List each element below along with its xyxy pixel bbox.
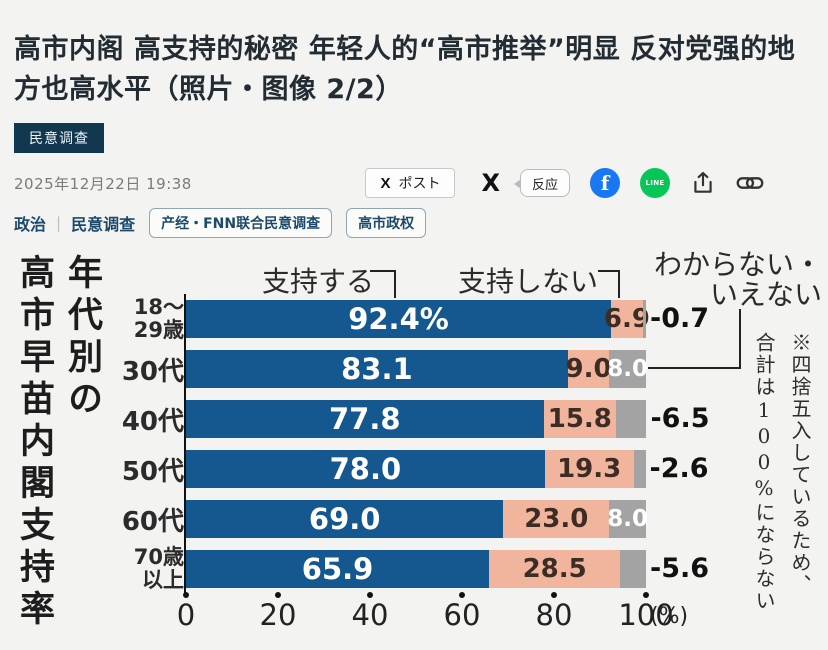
line-share-button[interactable]: LINE bbox=[640, 168, 670, 198]
bar-segment-dontknow bbox=[616, 400, 646, 438]
dontknow-outside-label: -6.5 bbox=[650, 403, 710, 434]
x-axis-tick-label: 0 bbox=[176, 598, 196, 632]
chart-title-col2: 高市早苗内閣支持率 bbox=[14, 254, 54, 632]
bar-segment-oppose: 28.5 bbox=[489, 550, 621, 588]
legend-support-connector bbox=[370, 270, 396, 298]
tag-pill-sankei-fnn-poll[interactable]: 产经・FNN联合民意调查 bbox=[149, 208, 333, 238]
bar-value-label: 9.0 bbox=[565, 354, 612, 384]
age-category-label: 60代 bbox=[121, 506, 184, 537]
bar-value-label: 28.5 bbox=[522, 554, 587, 584]
legend-dontknow: わからない・いえない bbox=[653, 248, 822, 311]
x-axis-tick-dot bbox=[367, 592, 373, 598]
bar-segment-oppose: 15.8 bbox=[543, 400, 617, 438]
bar-value-label: 6.9 bbox=[603, 304, 650, 334]
bar-segment-dontknow bbox=[642, 300, 646, 338]
x-post-button[interactable]: X ポスト bbox=[365, 168, 456, 198]
x-icon: X bbox=[380, 174, 391, 192]
bar-row: 78.0 19.3 bbox=[186, 450, 646, 488]
x-axis-tick-label: 80 bbox=[535, 598, 573, 632]
bar-value-label: 78.0 bbox=[329, 452, 402, 486]
bar-segment-support: 65.9 bbox=[186, 550, 490, 588]
x-axis-tick-dot bbox=[459, 592, 465, 598]
article-title: 高市内阁 高支持的秘密 年轻人的“高市推举”明显 反对党强的地方也高水平（照片・… bbox=[14, 34, 796, 105]
bar-value-label: 83.1 bbox=[341, 352, 413, 386]
x-post-label: ポスト bbox=[398, 175, 441, 191]
bar-segment-support: 83.1 bbox=[186, 350, 568, 388]
react-button[interactable]: 反应 bbox=[513, 169, 570, 197]
tags-row: 政治 | 民意调查 产经・FNN联合民意调查 高市政权 bbox=[14, 208, 427, 238]
approval-chart: 年代別の 高市早苗内閣支持率 支持する 支持しない わからない・いえない (%)… bbox=[0, 248, 828, 650]
bar-row: 83.1 9.0 8.0 bbox=[186, 350, 648, 388]
age-category-label: 40代 bbox=[121, 406, 184, 437]
bar-segment-dontknow: 8.0 bbox=[607, 500, 648, 538]
bar-segment-support: 92.4% bbox=[186, 300, 612, 338]
facebook-share-button[interactable]: f bbox=[590, 168, 620, 198]
bar-segment-dontknow bbox=[620, 550, 646, 588]
bar-segment-dontknow bbox=[633, 450, 646, 488]
bar-segment-dontknow: 8.0 bbox=[607, 350, 648, 388]
x-axis-tick-label: 100 bbox=[618, 598, 674, 632]
dontknow-outside-label: -0.7 bbox=[650, 303, 710, 334]
bar-row: 65.9 28.5 bbox=[186, 550, 646, 588]
bar-value-label: 15.8 bbox=[547, 404, 612, 434]
y-axis-line bbox=[184, 294, 186, 594]
legend-support: 支持する bbox=[262, 265, 375, 298]
bar-segment-support: 69.0 bbox=[186, 500, 504, 538]
bar-segment-support: 77.8 bbox=[186, 400, 544, 438]
dontknow-outside-label: -2.6 bbox=[649, 453, 709, 484]
x-axis-tick-dot bbox=[551, 592, 557, 598]
bar-row: 77.8 15.8 bbox=[186, 400, 646, 438]
legend-oppose: 支持しない bbox=[458, 265, 599, 298]
chart-vertical-title: 年代別の 高市早苗内閣支持率 bbox=[10, 254, 106, 650]
category-badge[interactable]: 民意调查 bbox=[14, 123, 104, 153]
share-icon bbox=[694, 171, 712, 193]
breadcrumb-politics[interactable]: 政治 bbox=[14, 215, 47, 234]
age-category-label: 30代 bbox=[121, 356, 184, 387]
age-category-label: 18～ 29歳 bbox=[133, 295, 184, 342]
footnote-col1: ※四捨五入しているため、 bbox=[788, 332, 812, 596]
bar-value-label: 23.0 bbox=[524, 504, 589, 534]
meta-row: 2025年12月22日 19:38 X ポスト X 反应 f LINE bbox=[14, 166, 814, 200]
rounding-footnote: ※四捨五入しているため、 合計は100%にならない bbox=[746, 332, 818, 650]
bar-segment-oppose: 9.0 bbox=[565, 350, 612, 388]
legend-dontknow-connector bbox=[648, 309, 741, 369]
bar-value-label: 69.0 bbox=[308, 502, 381, 536]
breadcrumb-poll[interactable]: 民意调查 bbox=[71, 215, 136, 234]
x-axis-tick-label: 60 bbox=[443, 598, 481, 632]
x-axis-unit: (%) bbox=[650, 604, 689, 629]
breadcrumb-separator: | bbox=[56, 214, 62, 232]
chart-title-col1: 年代別の bbox=[62, 254, 102, 422]
share-button[interactable] bbox=[690, 170, 716, 196]
x-axis-tick-label: 40 bbox=[351, 598, 389, 632]
legend-oppose-connector bbox=[598, 270, 620, 298]
bar-segment-oppose: 6.9 bbox=[604, 300, 650, 338]
age-category-label: 70歳 以上 bbox=[133, 545, 184, 592]
dontknow-outside-label: -5.6 bbox=[650, 553, 710, 584]
bar-value-label: 8.0 bbox=[607, 506, 648, 532]
bar-segment-oppose: 23.0 bbox=[503, 500, 610, 538]
bar-row: 92.4% 6.9 bbox=[186, 300, 650, 338]
publish-date: 2025年12月22日 19:38 bbox=[14, 174, 192, 193]
tag-pill-takaichi-administration[interactable]: 高市政权 bbox=[346, 208, 427, 238]
social-toolbar: X ポスト X 反应 f LINE bbox=[365, 168, 814, 198]
x-axis-tick-dot bbox=[643, 592, 649, 598]
bar-value-label: 8.0 bbox=[607, 356, 648, 382]
link-icon bbox=[736, 177, 764, 189]
age-category-label: 50代 bbox=[121, 456, 184, 487]
x-logo-icon[interactable]: X bbox=[481, 169, 500, 197]
bar-segment-support: 78.0 bbox=[186, 450, 545, 488]
x-axis-tick-dot bbox=[183, 592, 189, 598]
bar-value-label: 19.3 bbox=[557, 454, 622, 484]
x-axis-tick-dot bbox=[275, 592, 281, 598]
footnote-col2: 合計は100%にならない bbox=[752, 332, 776, 612]
copy-link-button[interactable] bbox=[736, 169, 764, 197]
bar-value-label: 77.8 bbox=[328, 402, 401, 436]
bar-segment-oppose: 19.3 bbox=[544, 450, 634, 488]
x-axis-tick-label: 20 bbox=[259, 598, 297, 632]
bar-value-label: 92.4% bbox=[348, 302, 449, 336]
bar-value-label: 65.9 bbox=[301, 552, 374, 586]
bar-row: 69.0 23.0 8.0 bbox=[186, 500, 648, 538]
